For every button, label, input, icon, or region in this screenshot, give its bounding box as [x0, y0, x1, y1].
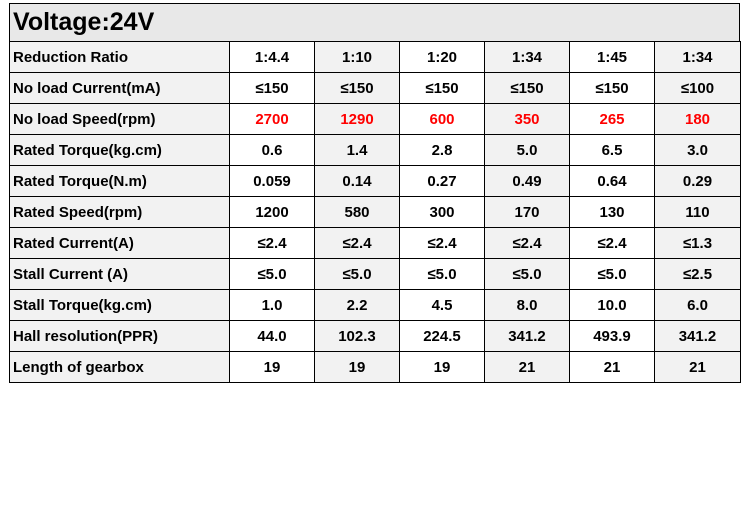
value-cell: ≤2.4	[399, 227, 485, 259]
value-cell: 265	[569, 103, 655, 135]
value-cell: 1.0	[229, 289, 315, 321]
value-cell: 4.5	[399, 289, 485, 321]
voltage-title: Voltage:24V	[9, 3, 740, 41]
row-label: Stall Torque(kg.cm)	[9, 289, 230, 321]
value-cell: ≤5.0	[569, 258, 655, 290]
value-cell: ≤150	[484, 72, 570, 104]
value-cell: ≤5.0	[399, 258, 485, 290]
value-cell: 0.29	[654, 165, 741, 197]
value-cell: ≤1.3	[654, 227, 741, 259]
table-row: Stall Torque(kg.cm) 1.0 2.2 4.5 8.0 10.0 6.0	[9, 289, 741, 321]
table-row: Rated Torque(N.m) 0.059 0.14 0.27 0.49 0.64 0.…	[9, 165, 741, 197]
table-row: Stall Current (A) ≤5.0 ≤5.0 ≤5.0 ≤5.0 ≤5.0 ≤2.…	[9, 258, 741, 290]
spec-table-body: Reduction Ratio 1:4.4 1:10 1:20 1:34 1:45 1:34…	[9, 41, 741, 383]
row-label: Reduction Ratio	[9, 41, 230, 73]
value-cell: 580	[314, 196, 400, 228]
value-cell: 0.059	[229, 165, 315, 197]
value-cell: 19	[229, 351, 315, 383]
value-cell: 44.0	[229, 320, 315, 352]
spec-sheet: Voltage:24V Reduction Ratio 1:4.4 1:10 1:20…	[9, 3, 741, 383]
value-cell: 1200	[229, 196, 315, 228]
value-cell: 19	[399, 351, 485, 383]
value-cell: 8.0	[484, 289, 570, 321]
value-cell: ≤5.0	[314, 258, 400, 290]
value-cell: 1.4	[314, 134, 400, 166]
table-row: Rated Torque(kg.cm) 0.6 1.4 2.8 5.0 6.5 3.0	[9, 134, 741, 166]
table-row: No load Current(mA) ≤150 ≤150 ≤150 ≤150 ≤150 ≤…	[9, 72, 741, 104]
value-cell: ≤150	[399, 72, 485, 104]
row-label: Stall Current (A)	[9, 258, 230, 290]
value-cell: 350	[484, 103, 570, 135]
value-cell: 6.0	[654, 289, 741, 321]
table-row: Rated Current(A) ≤2.4 ≤2.4 ≤2.4 ≤2.4 ≤2.4 ≤1.3	[9, 227, 741, 259]
table-row: No load Speed(rpm) 2700 1290 600 350 265 180	[9, 103, 741, 135]
row-label: Rated Torque(kg.cm)	[9, 134, 230, 166]
value-cell: 0.6	[229, 134, 315, 166]
value-cell: 493.9	[569, 320, 655, 352]
row-label: Length of gearbox	[9, 351, 230, 383]
value-cell: 1:34	[484, 41, 570, 73]
value-cell: 341.2	[484, 320, 570, 352]
value-cell: 600	[399, 103, 485, 135]
value-cell: 130	[569, 196, 655, 228]
value-cell: 5.0	[484, 134, 570, 166]
value-cell: 110	[654, 196, 741, 228]
value-cell: ≤2.4	[314, 227, 400, 259]
value-cell: ≤150	[314, 72, 400, 104]
value-cell: ≤5.0	[484, 258, 570, 290]
value-cell: 224.5	[399, 320, 485, 352]
value-cell: 1:34	[654, 41, 741, 73]
value-cell: 1:4.4	[229, 41, 315, 73]
value-cell: 0.27	[399, 165, 485, 197]
value-cell: 0.64	[569, 165, 655, 197]
row-label: No load Current(mA)	[9, 72, 230, 104]
value-cell: ≤5.0	[229, 258, 315, 290]
value-cell: 21	[654, 351, 741, 383]
value-cell: 2.8	[399, 134, 485, 166]
table-row: Length of gearbox 19 19 19 21 21 21	[9, 351, 741, 383]
value-cell: 1290	[314, 103, 400, 135]
value-cell: 300	[399, 196, 485, 228]
value-cell: 3.0	[654, 134, 741, 166]
value-cell: 341.2	[654, 320, 741, 352]
value-cell: ≤100	[654, 72, 741, 104]
value-cell: 170	[484, 196, 570, 228]
value-cell: ≤150	[229, 72, 315, 104]
value-cell: ≤2.5	[654, 258, 741, 290]
row-label: No load Speed(rpm)	[9, 103, 230, 135]
value-cell: 1:10	[314, 41, 400, 73]
row-label: Rated Speed(rpm)	[9, 196, 230, 228]
value-cell: ≤2.4	[484, 227, 570, 259]
value-cell: 102.3	[314, 320, 400, 352]
value-cell: 1:20	[399, 41, 485, 73]
row-label: Rated Current(A)	[9, 227, 230, 259]
value-cell: 6.5	[569, 134, 655, 166]
value-cell: 1:45	[569, 41, 655, 73]
row-label: Rated Torque(N.m)	[9, 165, 230, 197]
value-cell: 21	[569, 351, 655, 383]
row-label: Hall resolution(PPR)	[9, 320, 230, 352]
value-cell: 2700	[229, 103, 315, 135]
table-row: Hall resolution(PPR) 44.0 102.3 224.5 341.2 4…	[9, 320, 741, 352]
value-cell: 19	[314, 351, 400, 383]
value-cell: 21	[484, 351, 570, 383]
value-cell: 0.14	[314, 165, 400, 197]
value-cell: ≤2.4	[229, 227, 315, 259]
spec-table: Reduction Ratio 1:4.4 1:10 1:20 1:34 1:45 1:34…	[9, 41, 741, 383]
value-cell: ≤2.4	[569, 227, 655, 259]
value-cell: 0.49	[484, 165, 570, 197]
table-row: Rated Speed(rpm) 1200 580 300 170 130 110	[9, 196, 741, 228]
value-cell: 2.2	[314, 289, 400, 321]
value-cell: 10.0	[569, 289, 655, 321]
value-cell: 180	[654, 103, 741, 135]
table-row: Reduction Ratio 1:4.4 1:10 1:20 1:34 1:45 1:34	[9, 41, 741, 73]
value-cell: ≤150	[569, 72, 655, 104]
